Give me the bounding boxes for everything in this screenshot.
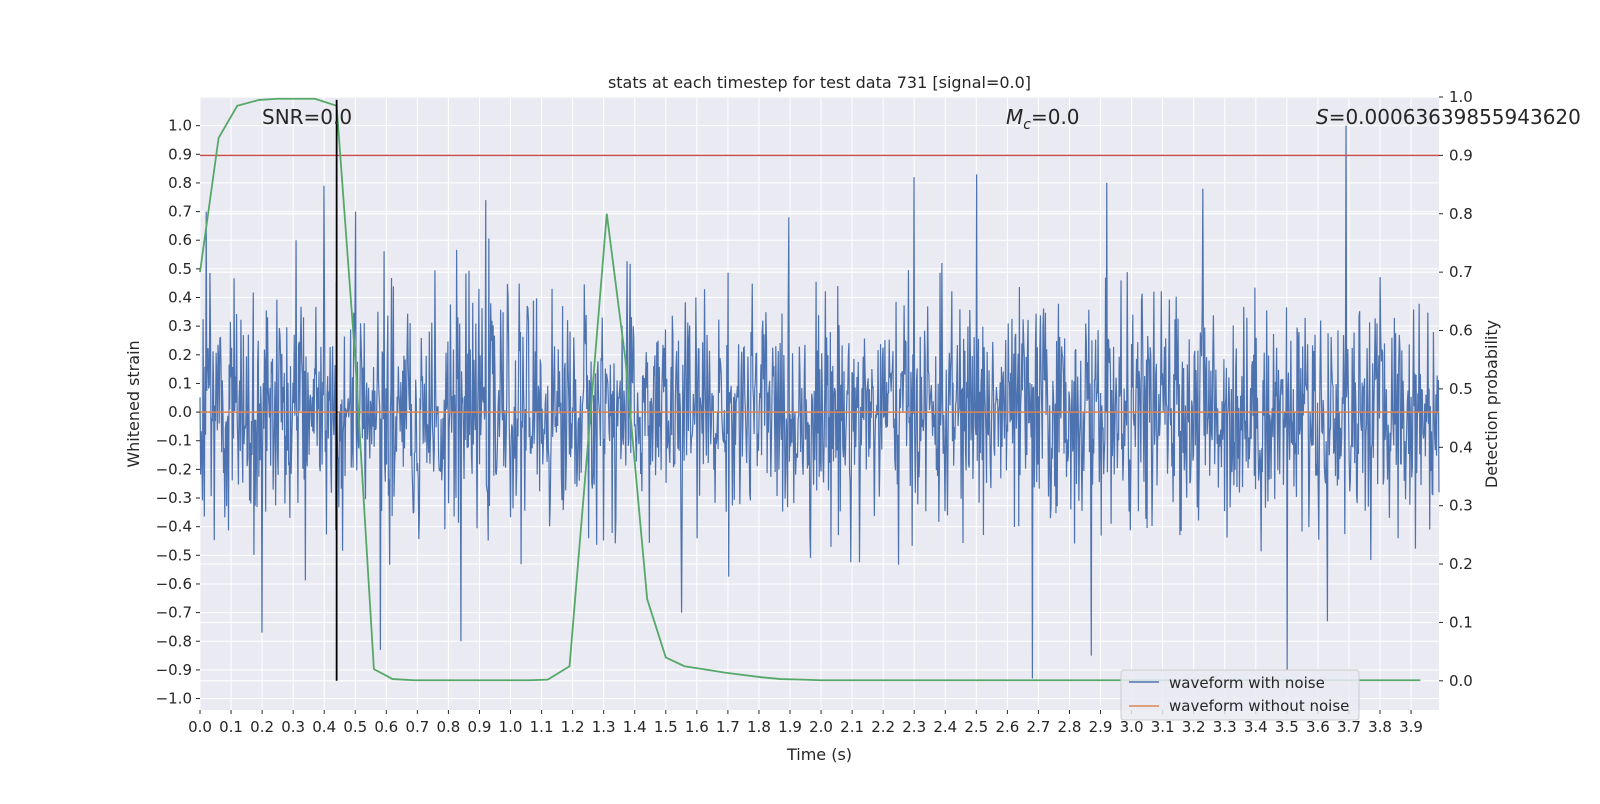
x-tick-label: 0.3 <box>281 718 305 736</box>
x-tick-label: 1.3 <box>592 718 616 736</box>
x-tick-label: 2.0 <box>809 718 833 736</box>
y2-tick-label: 0.6 <box>1449 322 1473 340</box>
x-tick-label: 1.4 <box>623 718 647 736</box>
y-tick-label: 0.0 <box>168 403 192 421</box>
x-tick-label: 3.0 <box>1120 718 1144 736</box>
x-tick-label: 2.4 <box>933 718 957 736</box>
y-tick-label: −0.6 <box>156 575 192 593</box>
x-tick-label: 2.5 <box>964 718 988 736</box>
x-tick-label: 3.5 <box>1275 718 1299 736</box>
x-tick-label: 0.6 <box>374 718 398 736</box>
x-tick-label: 3.8 <box>1368 718 1392 736</box>
y-tick-label: 0.5 <box>168 260 192 278</box>
y2-tick-label: 0.0 <box>1449 672 1473 690</box>
y2-tick-label: 0.2 <box>1449 555 1473 573</box>
x-tick-label: 1.7 <box>716 718 740 736</box>
y-tick-label: 0.7 <box>168 203 192 221</box>
y2-tick-label: 0.4 <box>1449 438 1473 456</box>
y2-tick-label: 0.9 <box>1449 146 1473 164</box>
legend-label-noise: waveform with noise <box>1169 674 1325 692</box>
y-tick-label: −0.2 <box>156 460 192 478</box>
x-tick-label: 3.9 <box>1399 718 1423 736</box>
y2-tick-label: 0.1 <box>1449 613 1473 631</box>
ticks: 0.0 0.1 0.2 0.3 0.4 0.5 0.6 0.7 0.8 0.9 1.0 1.1 1.2 1… <box>156 88 1473 736</box>
legend-box <box>1120 669 1360 721</box>
y-tick-label: −0.9 <box>156 661 192 679</box>
mc-value: =0.0 <box>1031 105 1080 129</box>
y2-tick-label: 0.8 <box>1449 205 1473 223</box>
legend-label-clean: waveform without noise <box>1169 697 1349 715</box>
legend: waveform with noise waveform without noi… <box>1120 669 1360 721</box>
y2-tick-label: 0.3 <box>1449 497 1473 515</box>
y-tick-label: −0.1 <box>156 432 192 450</box>
x-tick-label: 2.7 <box>1026 718 1050 736</box>
x-tick-label: 0.0 <box>188 718 212 736</box>
y-tick-label: −0.7 <box>156 604 192 622</box>
s-value: =0.00063639855943620 <box>1329 105 1581 129</box>
x-tick-label: 3.6 <box>1306 718 1330 736</box>
x-tick-label: 0.2 <box>250 718 274 736</box>
x-tick-label: 2.3 <box>902 718 926 736</box>
s-symbol: S <box>1316 105 1329 129</box>
x-tick-label: 1.6 <box>685 718 709 736</box>
x-tick-label: 0.1 <box>219 718 243 736</box>
s-annotation: S=0.00063639855943620 <box>1316 105 1581 129</box>
x-tick-label: 1.9 <box>778 718 802 736</box>
data-layer <box>199 97 1440 682</box>
x-tick-label: 1.1 <box>530 718 554 736</box>
x-tick-label: 0.5 <box>343 718 367 736</box>
x-tick-label: 3.7 <box>1337 718 1361 736</box>
y-tick-label: −0.5 <box>156 546 192 564</box>
y-tick-label: −0.4 <box>156 518 192 536</box>
y-tick-label: 0.6 <box>168 231 192 249</box>
y-tick-label: −0.3 <box>156 489 192 507</box>
x-tick-label: 1.0 <box>499 718 523 736</box>
x-tick-label: 2.2 <box>871 718 895 736</box>
y2-tick-label: 0.7 <box>1449 263 1473 281</box>
y-tick-label: −1.0 <box>156 690 192 708</box>
x-tick-label: 3.4 <box>1244 718 1268 736</box>
x-tick-label: 2.6 <box>995 718 1019 736</box>
y2-tick-label: 0.5 <box>1449 380 1473 398</box>
mc-subscript: c <box>1023 117 1031 133</box>
y-tick-label: −0.8 <box>156 632 192 650</box>
y-tick-label: 0.2 <box>168 346 192 364</box>
y-axis-label: Whitened strain <box>124 340 143 467</box>
x-tick-label: 2.9 <box>1089 718 1113 736</box>
y2-axis-label: Detection probability <box>1482 320 1501 488</box>
x-tick-label: 0.9 <box>468 718 492 736</box>
mc-symbol: M <box>1006 105 1023 129</box>
chart-title: stats at each timestep for test data 731… <box>608 73 1031 92</box>
x-tick-label: 3.1 <box>1151 718 1175 736</box>
x-tick-label: 2.8 <box>1058 718 1082 736</box>
y-tick-label: 0.8 <box>168 174 192 192</box>
y2-tick-label: 1.0 <box>1449 88 1473 106</box>
mc-annotation: Mc=0.0 <box>1006 105 1080 133</box>
x-tick-label: 1.2 <box>561 718 585 736</box>
y-tick-label: 0.4 <box>168 289 192 307</box>
y-tick-label: 0.1 <box>168 374 192 392</box>
snr-annotation: SNR=0.0 <box>262 105 352 129</box>
x-tick-label: 0.4 <box>312 718 336 736</box>
x-tick-label: 1.8 <box>747 718 771 736</box>
y-tick-label: 1.0 <box>168 117 192 135</box>
noise-waveform-line <box>199 125 1440 679</box>
x-tick-label: 0.8 <box>436 718 460 736</box>
x-axis-label: Time (s) <box>786 745 852 764</box>
y-tick-label: 0.9 <box>168 145 192 163</box>
x-tick-label: 1.5 <box>654 718 678 736</box>
x-tick-label: 0.7 <box>405 718 429 736</box>
y-tick-label: 0.3 <box>168 317 192 335</box>
x-tick-label: 3.2 <box>1182 718 1206 736</box>
x-tick-label: 3.3 <box>1213 718 1237 736</box>
detection-probability-line <box>199 97 1421 682</box>
x-tick-label: 2.1 <box>840 718 864 736</box>
